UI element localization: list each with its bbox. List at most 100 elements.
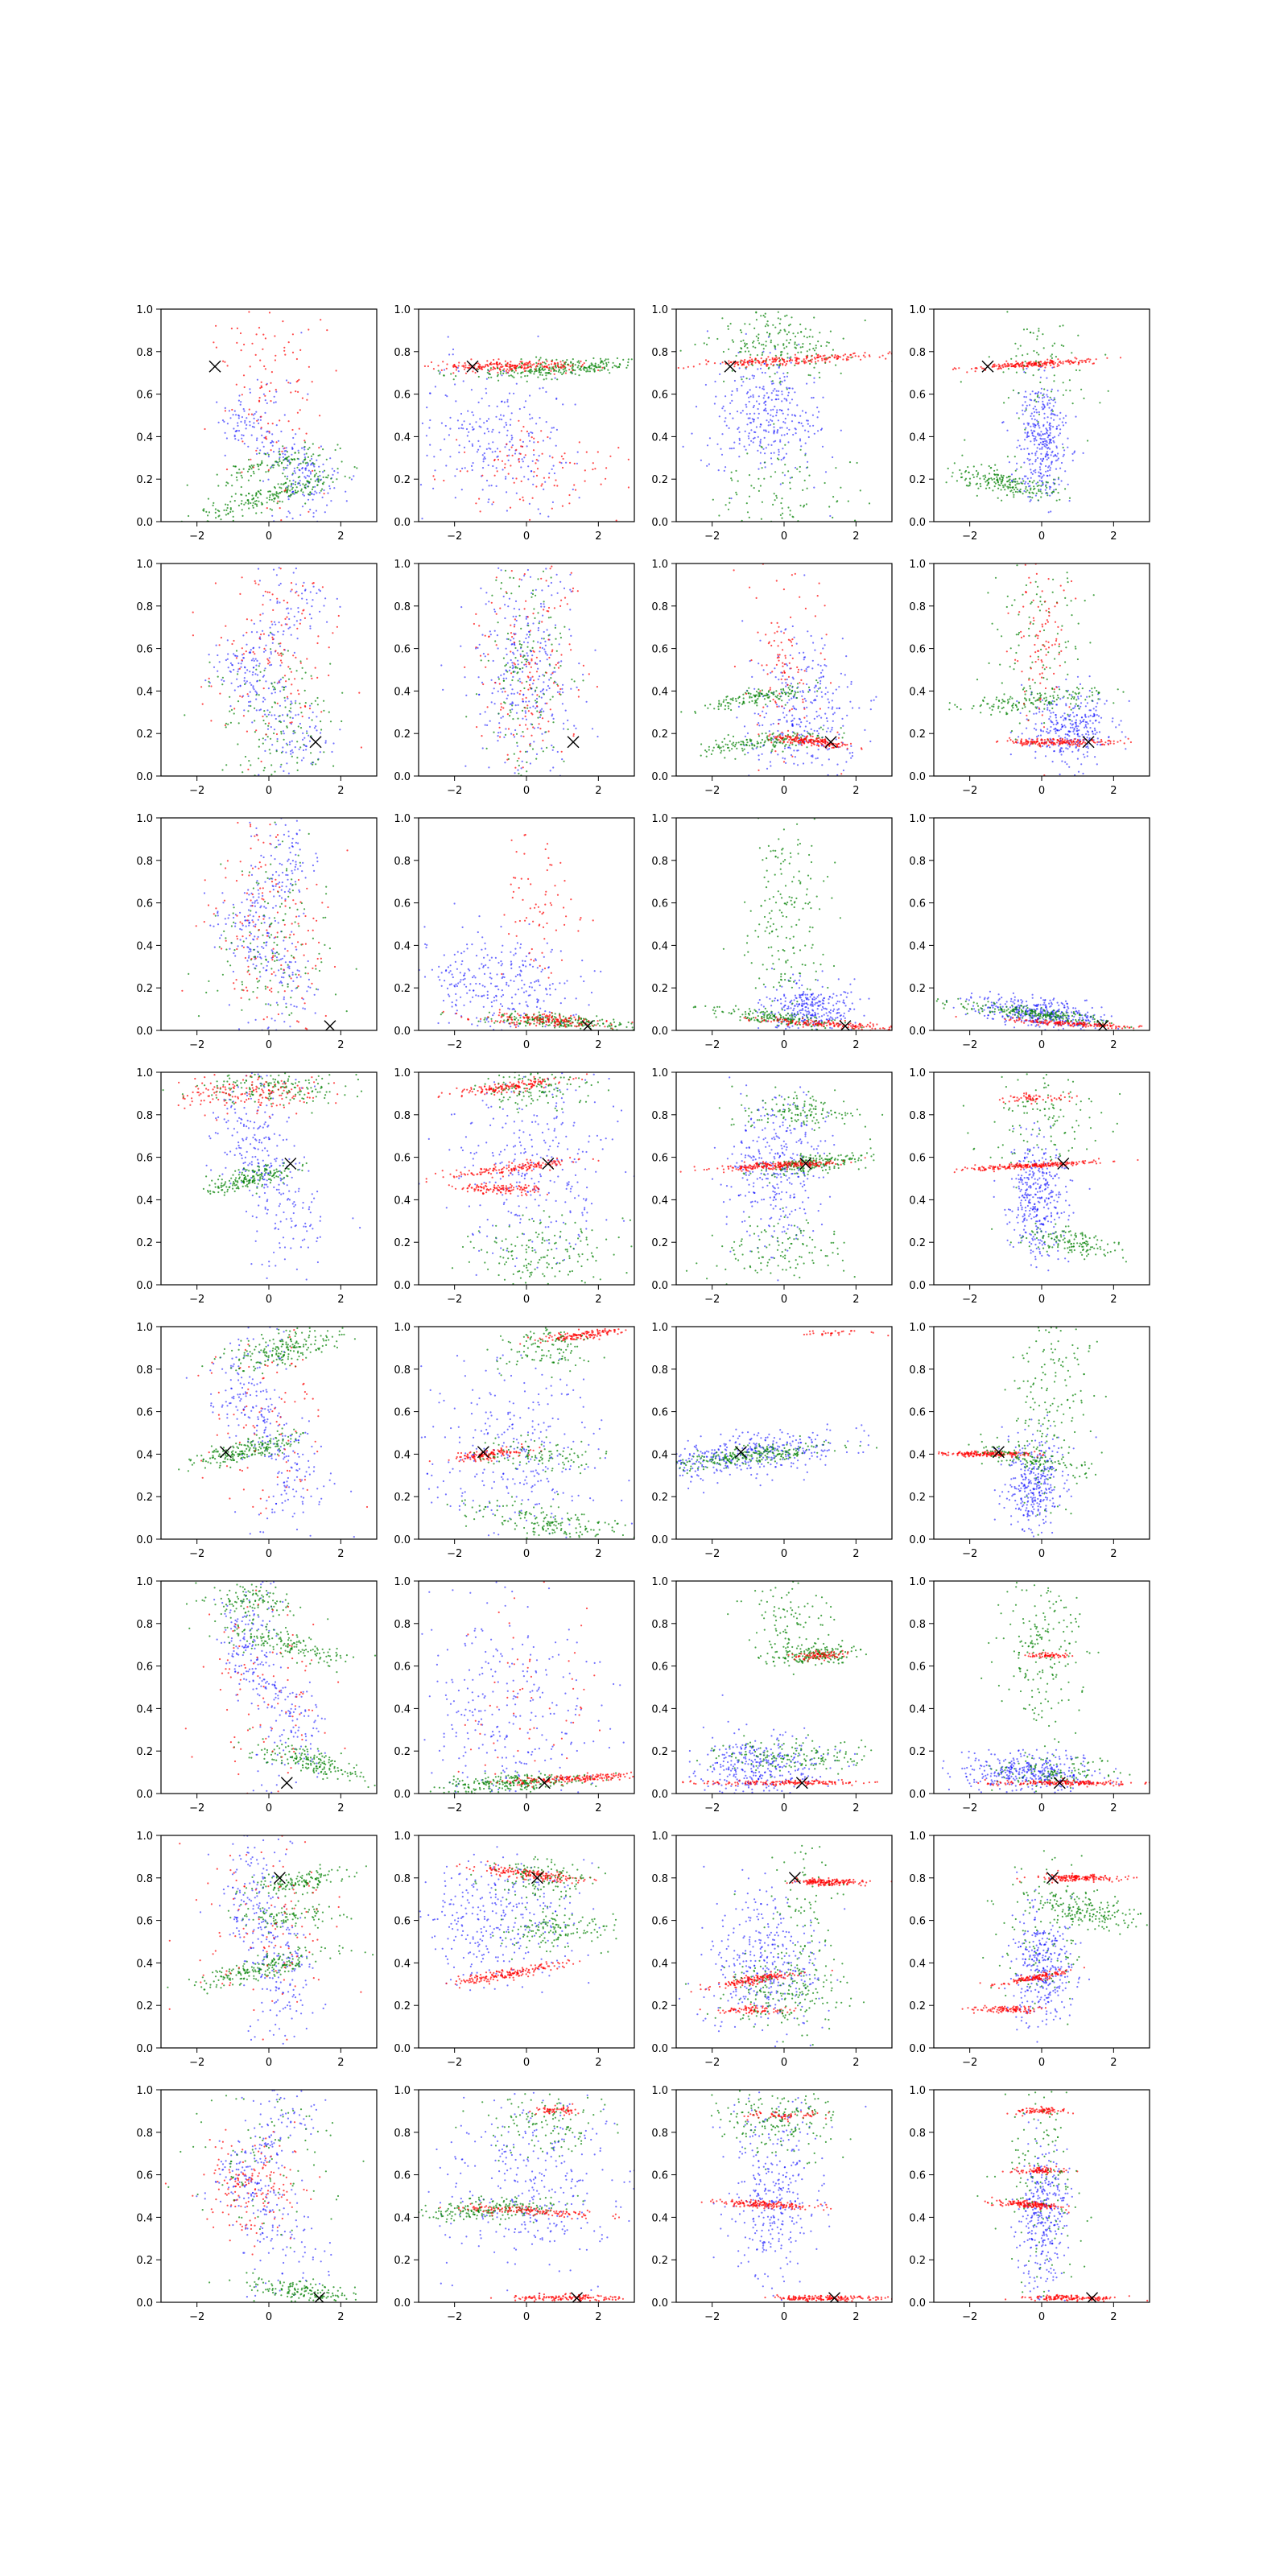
scatter-point xyxy=(733,441,736,444)
scatter-point xyxy=(1031,390,1034,393)
scatter-point xyxy=(303,689,306,692)
scatter-point xyxy=(897,354,898,356)
scatter-point xyxy=(993,363,996,365)
scatter-point xyxy=(529,362,531,365)
scatter-point xyxy=(223,420,225,423)
scatter-point xyxy=(1006,362,1009,365)
scatter-point xyxy=(410,415,411,417)
scatter-point xyxy=(630,358,633,361)
scatter-point xyxy=(795,696,799,700)
scatter-point xyxy=(1015,371,1018,374)
scatter-point xyxy=(1050,364,1052,366)
scatter-point xyxy=(1042,438,1044,440)
scatter-point xyxy=(555,397,558,399)
scatter-point xyxy=(1030,415,1032,418)
scatter-point xyxy=(524,400,527,402)
scatter-point xyxy=(552,746,555,749)
scatter-point xyxy=(527,465,530,468)
scatter-point xyxy=(275,390,278,393)
scatter-point xyxy=(988,356,990,358)
scatter-point xyxy=(766,364,768,366)
scatter-point xyxy=(262,675,266,677)
y-tick-label: 0.0 xyxy=(651,517,668,529)
scatter-point xyxy=(526,646,529,648)
scatter-point xyxy=(731,399,733,402)
scatter-point xyxy=(864,356,866,358)
scatter-point xyxy=(467,410,469,412)
scatter-point xyxy=(584,469,586,472)
scatter-point xyxy=(827,749,829,751)
scatter-point xyxy=(1080,388,1083,390)
scatter-point xyxy=(481,634,484,636)
scatter-point xyxy=(544,362,547,365)
scatter-point xyxy=(303,448,306,451)
scatter-point xyxy=(1049,488,1051,490)
scatter-point xyxy=(498,367,501,369)
scatter-point xyxy=(252,497,254,500)
scatter-point xyxy=(247,768,250,771)
scatter-point xyxy=(270,498,273,502)
scatter-point xyxy=(806,683,808,686)
scatter-point xyxy=(783,379,786,382)
scatter-point xyxy=(526,728,529,730)
scatter-point xyxy=(997,473,999,476)
scatter-point xyxy=(824,712,827,715)
scatter-point xyxy=(322,448,324,451)
scatter-point xyxy=(448,353,451,356)
scatter-point xyxy=(523,575,526,577)
scatter-point xyxy=(252,671,254,674)
scatter-point xyxy=(266,709,269,712)
scatter-point xyxy=(526,365,529,367)
scatter-point xyxy=(282,456,284,459)
scatter-point xyxy=(819,683,822,685)
scatter-point xyxy=(989,487,991,489)
scatter-point xyxy=(1057,492,1059,494)
scatter-point xyxy=(560,363,563,365)
scatter-point xyxy=(821,669,824,671)
scatter-point xyxy=(502,657,506,659)
scatter-point xyxy=(758,693,761,696)
scatter-point xyxy=(960,476,963,479)
scatter-point xyxy=(520,627,522,630)
scatter-point xyxy=(770,765,772,767)
scatter-point xyxy=(271,593,274,596)
scatter-point xyxy=(721,433,724,436)
scatter-point xyxy=(285,751,287,753)
scatter-point xyxy=(788,692,791,696)
axes-frame xyxy=(418,308,635,522)
scatter-point xyxy=(530,372,532,374)
scatter-point xyxy=(492,368,494,370)
scatter-point xyxy=(526,658,528,661)
scatter-point xyxy=(483,456,485,459)
scatter-point xyxy=(446,363,448,365)
scatter-point xyxy=(791,359,794,361)
scatter-point xyxy=(1053,342,1056,345)
scatter-point xyxy=(256,631,258,634)
scatter-point xyxy=(793,749,795,752)
scatter-point xyxy=(833,357,836,359)
y-tick-label: 1.0 xyxy=(651,304,668,316)
scatter-point xyxy=(986,484,989,486)
scatter-point xyxy=(550,654,552,656)
scatter-point xyxy=(478,693,481,696)
scatter-point xyxy=(537,726,539,729)
scatter-point xyxy=(725,696,728,698)
scatter-point xyxy=(1036,485,1038,488)
scatter-point xyxy=(772,390,774,392)
scatter-point xyxy=(230,495,233,497)
scatter-point xyxy=(737,427,740,429)
scatter-point xyxy=(681,362,683,364)
scatter-point xyxy=(293,651,295,654)
scatter-point xyxy=(601,361,604,363)
scatter-point xyxy=(477,365,480,368)
scatter-point xyxy=(774,373,776,375)
scatter-point xyxy=(277,652,279,654)
scatter-point xyxy=(516,650,519,652)
scatter-point xyxy=(192,611,194,613)
scatter-point xyxy=(308,493,310,496)
scatter-point xyxy=(533,373,535,375)
scatter-point xyxy=(947,467,949,470)
scatter-point xyxy=(794,391,796,394)
scatter-point xyxy=(749,745,751,747)
